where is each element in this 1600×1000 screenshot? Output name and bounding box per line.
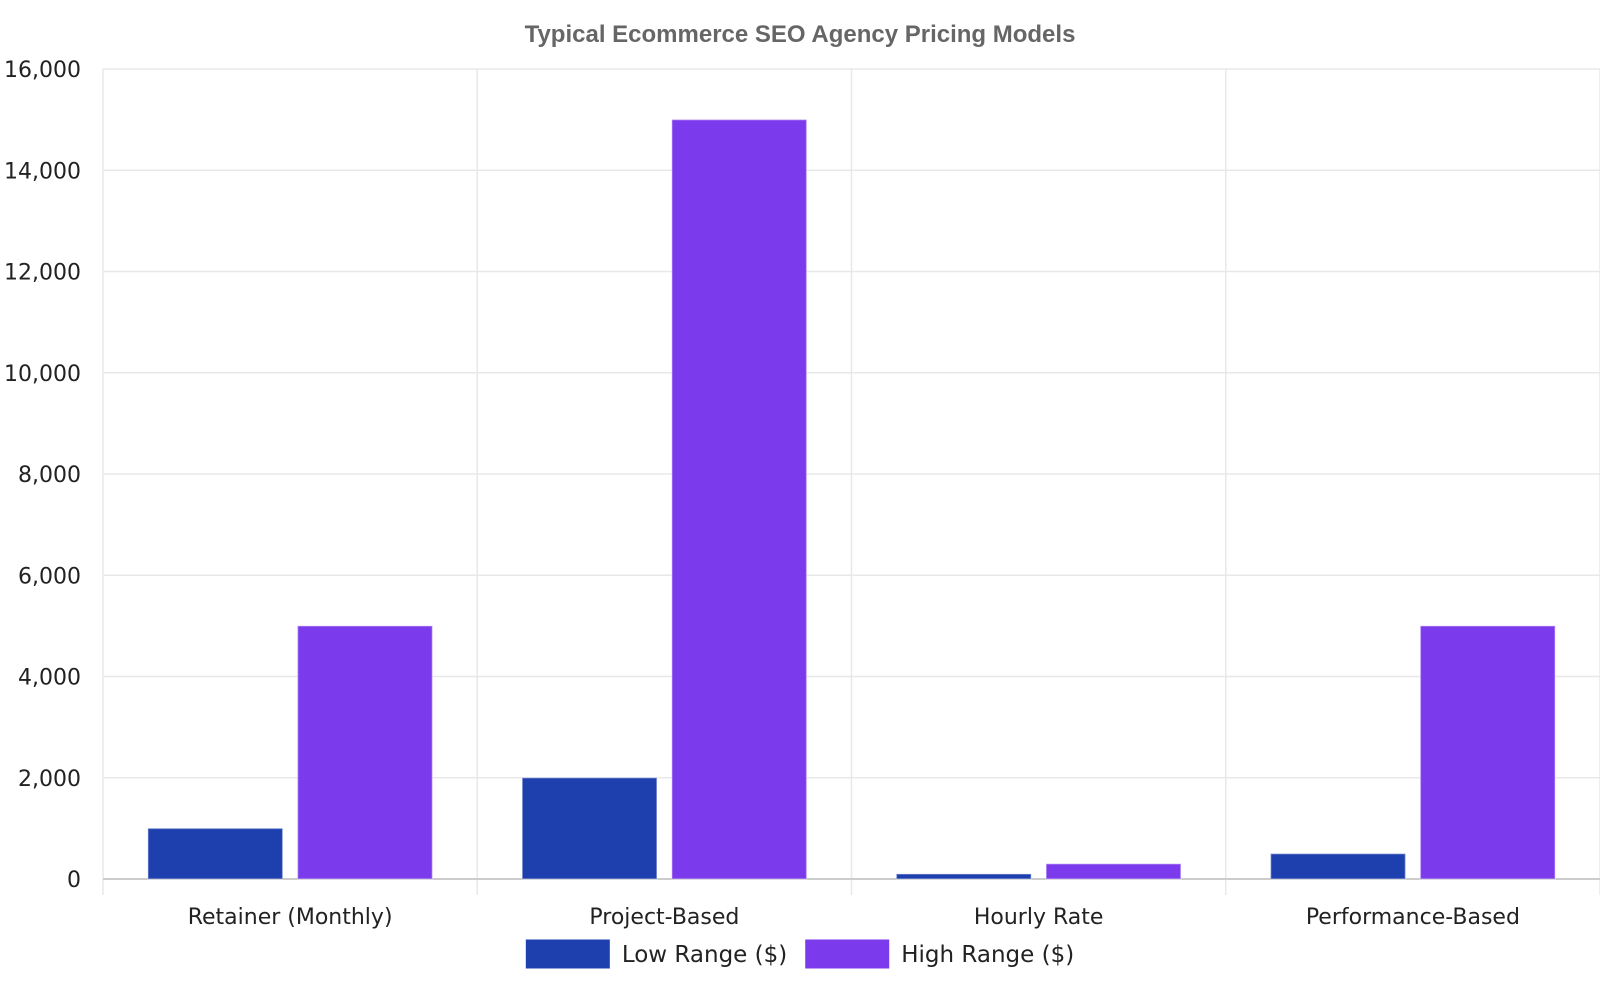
bar-low [521,777,658,880]
bars [147,118,1556,880]
chart-title: Typical Ecommerce SEO Agency Pricing Mod… [525,21,1076,48]
x-tick-label: Hourly Rate [974,905,1104,930]
y-tick-label: 6,000 [18,564,81,589]
y-tick-label: 0 [67,868,81,893]
bar-high [671,118,808,880]
legend: Low Range ($) High Range ($) [525,939,1074,969]
legend-label: High Range ($) [901,942,1074,968]
y-tick-label: 16,000 [4,58,81,83]
y-tick-label: 14,000 [4,159,81,184]
y-tick-label: 12,000 [4,261,81,286]
y-tick-label: 4,000 [18,666,81,691]
x-tick-label: Performance-Based [1306,905,1520,930]
bar-high [1045,863,1182,880]
legend-swatch [525,939,610,969]
x-tick-label: Retainer (Monthly) [188,905,393,930]
bar-high [296,625,434,880]
bar-low [1269,852,1407,880]
x-tick-label: Project-Based [589,905,739,930]
bar-low [895,873,1032,880]
y-tick-label: 8,000 [18,463,81,488]
legend-label: Low Range ($) [622,942,787,968]
bar-high [1419,625,1556,880]
y-tick-label: 10,000 [4,362,81,387]
y-tick-label: 2,000 [18,767,81,792]
bar-low [147,827,284,880]
legend-swatch [805,939,890,969]
